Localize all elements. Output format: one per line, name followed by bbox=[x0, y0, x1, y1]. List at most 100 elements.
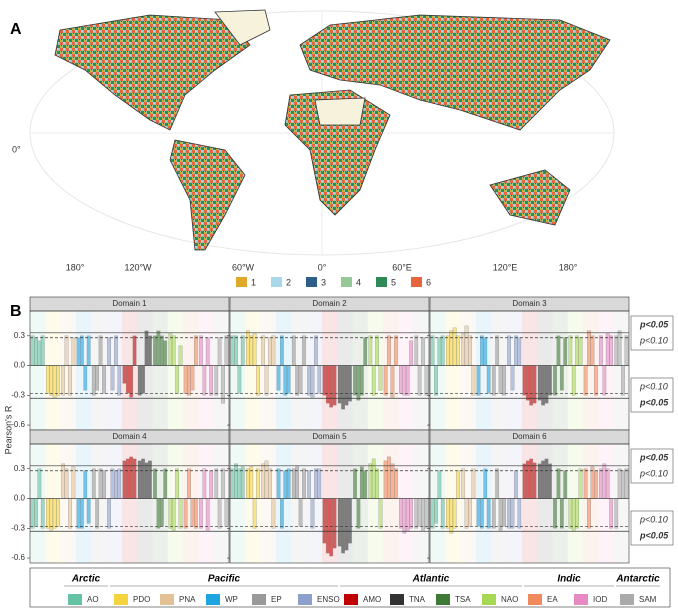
bar bbox=[568, 335, 573, 366]
bar bbox=[614, 498, 619, 529]
bar bbox=[424, 498, 429, 529]
bar bbox=[183, 498, 188, 529]
bar bbox=[532, 365, 537, 404]
bar bbox=[571, 365, 576, 396]
bar bbox=[310, 365, 315, 398]
bar bbox=[363, 337, 368, 366]
bar bbox=[348, 498, 352, 544]
bar bbox=[424, 365, 429, 396]
bar bbox=[449, 330, 454, 366]
bar bbox=[344, 365, 349, 406]
lon-label: 60°W bbox=[232, 262, 255, 272]
bar bbox=[353, 468, 357, 499]
legend-swatch bbox=[68, 594, 82, 605]
bar bbox=[217, 498, 222, 529]
bar bbox=[122, 460, 127, 499]
panel-frame bbox=[229, 443, 430, 564]
legend-swatch bbox=[482, 594, 496, 605]
bar bbox=[332, 498, 337, 549]
legend-label: 5 bbox=[391, 277, 396, 287]
bar bbox=[507, 335, 511, 366]
bar bbox=[590, 335, 595, 366]
bar bbox=[110, 365, 115, 391]
bar bbox=[417, 365, 422, 396]
bar bbox=[556, 468, 561, 499]
bar bbox=[240, 466, 245, 499]
bar bbox=[291, 335, 296, 366]
bar bbox=[249, 466, 254, 499]
bar bbox=[190, 498, 195, 527]
bar bbox=[107, 337, 111, 366]
bar bbox=[371, 365, 376, 396]
bar bbox=[234, 335, 238, 366]
bar bbox=[214, 365, 219, 396]
bar bbox=[271, 335, 276, 366]
legend-swatch bbox=[271, 277, 282, 287]
bar bbox=[537, 463, 542, 499]
bar bbox=[337, 365, 342, 404]
bar bbox=[314, 468, 318, 499]
bar bbox=[468, 335, 472, 366]
bar bbox=[387, 456, 391, 499]
bar bbox=[80, 498, 84, 529]
bar bbox=[83, 470, 88, 499]
bar bbox=[325, 365, 330, 404]
bar bbox=[175, 468, 179, 499]
bar bbox=[434, 498, 438, 524]
bar bbox=[71, 466, 76, 499]
bar bbox=[214, 468, 219, 499]
bar bbox=[46, 498, 50, 529]
bar bbox=[375, 468, 379, 499]
bar bbox=[234, 463, 238, 499]
bar bbox=[291, 468, 296, 499]
bar bbox=[153, 335, 157, 366]
bar bbox=[224, 335, 229, 366]
bar bbox=[46, 365, 50, 394]
bar bbox=[575, 335, 579, 366]
bar bbox=[286, 468, 291, 499]
legend-label: EA bbox=[547, 595, 558, 604]
bar bbox=[168, 333, 173, 366]
bar bbox=[575, 498, 579, 529]
panel-frame bbox=[429, 443, 630, 564]
bar bbox=[125, 365, 130, 394]
legend-swatch bbox=[436, 594, 450, 605]
bar bbox=[237, 365, 242, 394]
index-band bbox=[583, 311, 599, 430]
bar bbox=[405, 498, 410, 531]
legend-label: 4 bbox=[356, 277, 361, 287]
bar bbox=[129, 456, 134, 499]
legend-swatch bbox=[574, 594, 588, 605]
bar bbox=[171, 335, 176, 366]
bar bbox=[298, 498, 303, 527]
bar bbox=[256, 365, 260, 396]
bar bbox=[283, 470, 288, 499]
legend-swatch bbox=[206, 594, 220, 605]
bar bbox=[590, 466, 595, 499]
bar bbox=[202, 468, 207, 499]
legend-label: 6 bbox=[426, 277, 431, 287]
significance-label: p<0.05 bbox=[639, 452, 669, 462]
bar bbox=[602, 365, 607, 396]
bar bbox=[217, 337, 222, 366]
bar bbox=[437, 470, 442, 499]
bar bbox=[537, 365, 542, 401]
bar bbox=[175, 365, 179, 394]
legend-box bbox=[29, 567, 671, 608]
legend-label: WP bbox=[225, 595, 238, 604]
bar bbox=[437, 337, 442, 366]
panel-title: Domain 4 bbox=[112, 432, 147, 441]
bar bbox=[68, 498, 72, 529]
bar bbox=[522, 463, 527, 499]
bar bbox=[280, 335, 284, 366]
legend-swatch bbox=[390, 594, 404, 605]
bar bbox=[114, 335, 118, 366]
bar bbox=[302, 468, 306, 499]
bar bbox=[491, 365, 496, 396]
bar bbox=[421, 337, 425, 366]
bar bbox=[325, 498, 330, 554]
bar bbox=[522, 365, 527, 396]
bar bbox=[578, 337, 583, 366]
y-tick-label: -0.6 bbox=[11, 420, 25, 429]
